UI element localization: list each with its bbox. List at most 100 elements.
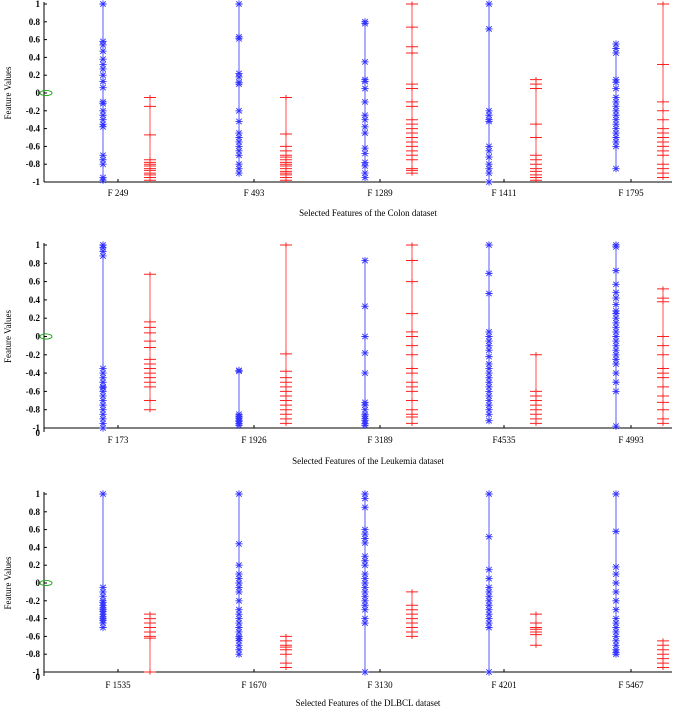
class2-point (530, 157, 542, 163)
zero-marker (39, 89, 53, 97)
class2-point (657, 299, 669, 305)
class2-point (280, 131, 292, 137)
class1-point (612, 323, 620, 331)
class2-point (144, 271, 156, 277)
class1-point (485, 337, 493, 345)
class1-point (485, 417, 493, 425)
class1-point (99, 55, 107, 63)
class1-point (485, 583, 493, 592)
y-tick-label-bottom: 0 (36, 672, 41, 682)
class1-point (612, 346, 620, 354)
class1-point (99, 111, 107, 119)
class2-point (530, 121, 542, 127)
class2-point (406, 589, 418, 595)
class1-point (612, 351, 620, 359)
class1-point (612, 165, 620, 173)
class1-point (612, 337, 620, 345)
class1-point (99, 401, 107, 409)
chart-title: Selected Features of the Colon dataset (299, 208, 437, 218)
class1-point (612, 116, 620, 124)
x-tick-label: F 173 (108, 435, 129, 445)
class2-point (406, 379, 418, 385)
class1-point (99, 77, 107, 86)
class2-point (406, 152, 418, 158)
class1-point (485, 615, 493, 623)
class1-point (361, 534, 369, 543)
class2-point (280, 638, 292, 644)
class1-point (235, 73, 243, 81)
class1-point (612, 422, 620, 430)
class2-point (657, 660, 669, 666)
class1-point (361, 98, 369, 106)
class1-point (361, 129, 369, 137)
class2-point (657, 370, 669, 376)
class2-point (406, 370, 418, 376)
class2-point (530, 411, 542, 417)
class1-point (612, 628, 620, 636)
class1-point (235, 579, 243, 587)
class1-point (485, 346, 493, 354)
y-tick-label: 0.8 (29, 258, 41, 268)
class1-point (612, 527, 620, 535)
class1-point (99, 107, 107, 115)
class2-point (530, 402, 542, 408)
class1-point (485, 364, 493, 373)
x-tick-label: F 1535 (105, 680, 131, 690)
class2-point (406, 99, 418, 105)
class2-point (406, 121, 418, 127)
x-tick-label: F 3130 (367, 680, 393, 690)
class2-point (144, 103, 156, 109)
class1-point (235, 367, 243, 375)
class1-point (235, 142, 243, 150)
class2-point (280, 177, 292, 183)
class1-point (361, 606, 369, 614)
class1-point (361, 406, 369, 414)
class2-point (657, 407, 669, 413)
class2-point (280, 94, 292, 100)
class1-point (485, 410, 493, 418)
class1-point (361, 494, 369, 503)
class2-point (406, 148, 418, 154)
class1-point (612, 138, 620, 146)
class2-point (657, 108, 669, 114)
class2-point (657, 651, 669, 657)
y-tick-label: -0.2 (26, 106, 41, 116)
class2-point (406, 139, 418, 145)
class2-point (530, 77, 542, 83)
class1-point (485, 597, 493, 605)
class1-point (235, 619, 243, 627)
class2-point (530, 420, 542, 426)
class2-point (144, 379, 156, 385)
class2-point (657, 143, 669, 149)
class2-point (144, 94, 156, 100)
class2-point (144, 620, 156, 626)
y-tick-label: -0.6 (26, 141, 41, 151)
class1-point (361, 557, 369, 565)
class1-point (612, 355, 620, 363)
class2-point (406, 388, 418, 394)
class1-point (235, 637, 243, 645)
class2-point (530, 352, 542, 358)
class1-point (235, 628, 243, 636)
panel-1: 1 0.8 0.6 0.4 0.2 0 -0.2 -0.4 -0.6 -0.8 -1 Feature … (3, 0, 672, 218)
class1-point (99, 60, 107, 69)
class2-point (657, 1, 669, 7)
class2-point (657, 366, 669, 372)
class2-point (657, 161, 669, 167)
class2-point (406, 398, 418, 404)
class1-point (612, 294, 620, 302)
class1-point (235, 606, 243, 614)
class2-point (280, 143, 292, 149)
class1-point (99, 387, 107, 395)
class2-point (280, 368, 292, 374)
class1-point (99, 384, 107, 392)
y-tick-label: -0.4 (26, 368, 41, 378)
class1-point (485, 0, 493, 8)
class1-point (99, 151, 107, 159)
class2-point (144, 635, 156, 641)
class1-point (612, 579, 620, 587)
class2-point (530, 632, 542, 638)
class1-point (485, 153, 493, 161)
class2-point (144, 370, 156, 376)
